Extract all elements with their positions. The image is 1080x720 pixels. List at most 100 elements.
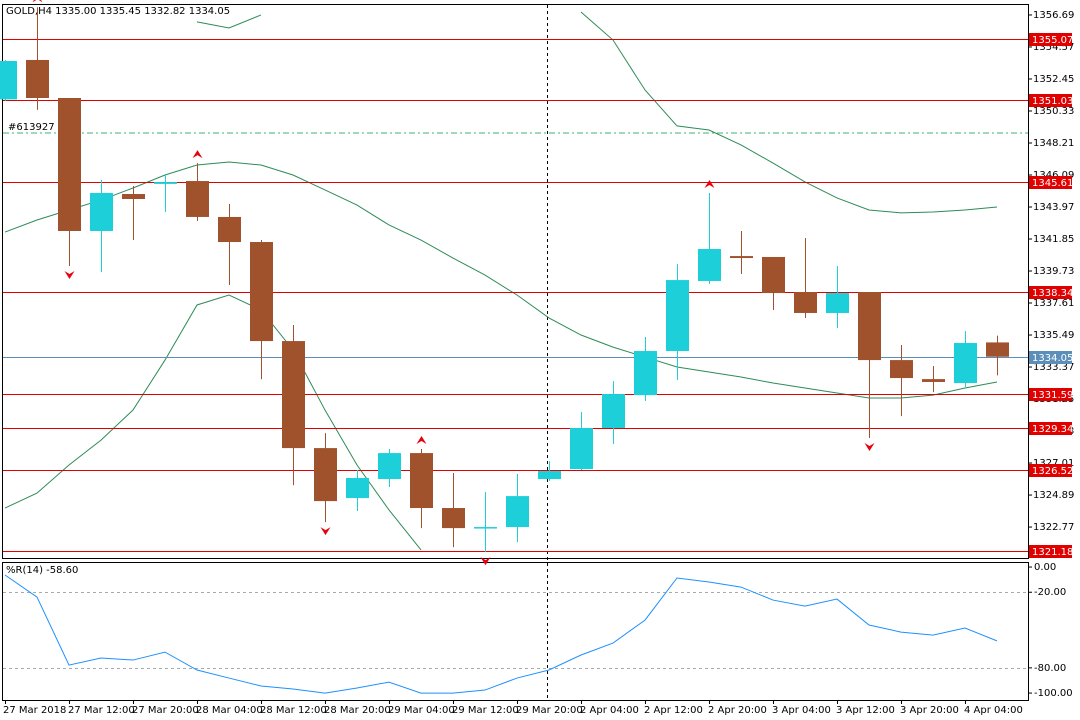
candle-body	[634, 351, 657, 396]
fractal-down	[864, 442, 875, 451]
level-label: 1345.61	[1032, 178, 1073, 189]
x-tick-label: 28 Mar 20:00	[324, 705, 391, 716]
y-tick-label: 1337.61	[1033, 298, 1074, 309]
candle-body	[58, 97, 81, 232]
x-tick-label: 3 Apr 12:00	[836, 705, 895, 716]
fractal-down	[480, 557, 491, 566]
candle-body	[794, 291, 817, 313]
y-tick-label: 0.00	[1034, 562, 1056, 573]
last-price-label-bg	[1029, 351, 1072, 364]
candle-body	[26, 59, 49, 98]
candle-body	[730, 256, 753, 259]
level-label-bg	[1029, 94, 1072, 107]
order-label: #613927 bu	[8, 122, 70, 133]
candle-body	[282, 341, 305, 449]
last-price-label: 1334.05	[1032, 353, 1073, 364]
level-label: 1326.52	[1032, 466, 1073, 477]
candle-body	[218, 216, 241, 243]
band-line	[196, 11, 998, 214]
x-tick-label: 29 Mar 04:00	[388, 705, 455, 716]
y-tick-label: 1343.97	[1033, 202, 1074, 213]
candle-body	[986, 342, 1009, 357]
x-tick-label: 27 Mar 20:00	[132, 705, 199, 716]
level-label: 1338.34	[1032, 288, 1073, 299]
band-line	[4, 161, 998, 399]
fractal-down	[64, 271, 75, 280]
candle-body	[378, 453, 401, 480]
y-tick-label: 1322.77	[1033, 522, 1074, 533]
fractal-up	[704, 179, 715, 188]
candle-body	[506, 496, 529, 528]
y-tick-label: 1350.33	[1033, 106, 1074, 117]
y-tick-label: 1333.37	[1033, 362, 1074, 373]
candle-body	[858, 291, 881, 361]
candle-body	[474, 527, 497, 529]
x-tick-label: 27 Mar 2018	[3, 705, 66, 716]
candle-body	[314, 448, 337, 502]
fractal-down	[320, 527, 331, 536]
x-tick-label: 2 Apr 20:00	[708, 705, 767, 716]
candle-body	[570, 428, 593, 470]
level-label: 1355.07	[1032, 35, 1073, 46]
candle-body	[0, 61, 17, 100]
level-label: 1329.34	[1032, 424, 1073, 435]
candle-body	[154, 182, 177, 184]
x-tick-label: 2 Apr 12:00	[644, 705, 703, 716]
x-tick-label: 2 Apr 04:00	[580, 705, 639, 716]
candle-body	[826, 293, 849, 313]
y-tick-label: -80.00	[1034, 663, 1066, 674]
level-label-bg	[1029, 286, 1072, 299]
level-label-bg	[1029, 388, 1072, 401]
y-tick-label: 1339.73	[1033, 266, 1074, 277]
y-tick-label: 1348.21	[1033, 138, 1074, 149]
y-tick-label: 1327.01	[1033, 458, 1074, 469]
y-tick-label: -100.00	[1034, 688, 1073, 699]
level-label-bg	[1029, 176, 1072, 189]
candle-body	[410, 453, 433, 509]
candle-body	[698, 248, 721, 281]
candle-body	[346, 477, 369, 499]
x-tick-label: 27 Mar 12:00	[68, 705, 135, 716]
level-label-bg	[1029, 33, 1072, 46]
candle-body	[666, 280, 689, 352]
y-tick-label: 1352.45	[1033, 74, 1074, 85]
x-tick-label: 3 Apr 04:00	[772, 705, 831, 716]
y-tick-label: 1341.85	[1033, 234, 1074, 245]
x-tick-label: 4 Apr 04:00	[964, 705, 1023, 716]
candle-body	[90, 192, 113, 232]
main-frame	[2, 4, 1029, 559]
x-tick-label: 28 Mar 04:00	[196, 705, 263, 716]
level-label-bg	[1029, 464, 1072, 477]
sub-frame	[2, 562, 1029, 701]
level-label: 1351.03	[1032, 96, 1073, 107]
candle-body	[442, 508, 465, 529]
y-tick-label: 1346.09	[1033, 170, 1074, 181]
candle-body	[250, 242, 273, 342]
x-tick-label: 29 Mar 20:00	[516, 705, 583, 716]
candle-body	[762, 256, 785, 294]
y-tick-label: 1354.57	[1033, 42, 1074, 53]
x-tick-label: 28 Mar 12:00	[260, 705, 327, 716]
chart-title: GOLD,H4 1335.00 1335.45 1332.82 1334.05	[6, 6, 230, 17]
fractal-up	[192, 150, 203, 159]
level-label: 1331.59	[1032, 390, 1073, 401]
level-label: 1321.18	[1032, 547, 1073, 558]
candle-body	[602, 394, 625, 429]
y-tick-label: -20.00	[1034, 587, 1066, 598]
indicator-line	[4, 574, 998, 694]
indicator-title: %R(14) -58.60	[6, 565, 78, 576]
candle-body	[890, 360, 913, 379]
level-label-bg	[1029, 545, 1072, 558]
level-label-bg	[1029, 422, 1072, 435]
fractal-up	[416, 436, 427, 445]
fractal-up	[32, 0, 43, 3]
y-tick-label: 1324.89	[1033, 490, 1074, 501]
candle-body	[954, 343, 977, 384]
candle-body	[122, 194, 145, 199]
candle-body	[922, 379, 945, 382]
band-line	[4, 294, 422, 551]
x-tick-label: 3 Apr 20:00	[900, 705, 959, 716]
y-tick-label: 1335.49	[1033, 330, 1074, 341]
